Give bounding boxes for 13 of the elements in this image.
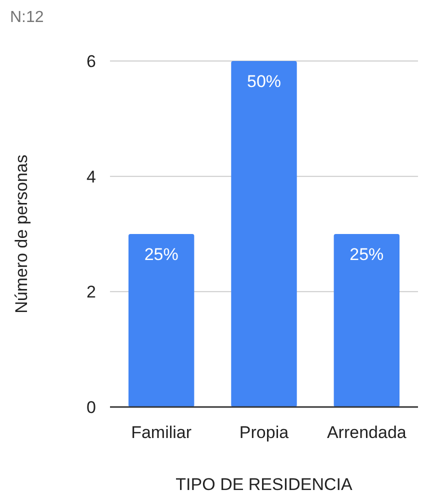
annotation: 25%	[144, 245, 178, 264]
y-tick-label: 6	[86, 52, 96, 71]
y-tick-label: 0	[86, 398, 96, 417]
x-axis-title: TIPO DE RESIDENCIA	[176, 475, 353, 494]
chart-title: N:12	[10, 9, 44, 26]
x-tick-label: Arrendada	[326, 423, 407, 442]
x-tick-label: Propia	[239, 423, 290, 442]
y-tick-label: 2	[86, 282, 96, 302]
annotation: 50%	[246, 72, 282, 91]
y-tick-label: 4	[86, 167, 96, 186]
y-axis-title: Número de personas	[12, 154, 31, 314]
annotation: 25%	[350, 245, 384, 264]
x-tick-label: Familiar	[131, 423, 192, 442]
